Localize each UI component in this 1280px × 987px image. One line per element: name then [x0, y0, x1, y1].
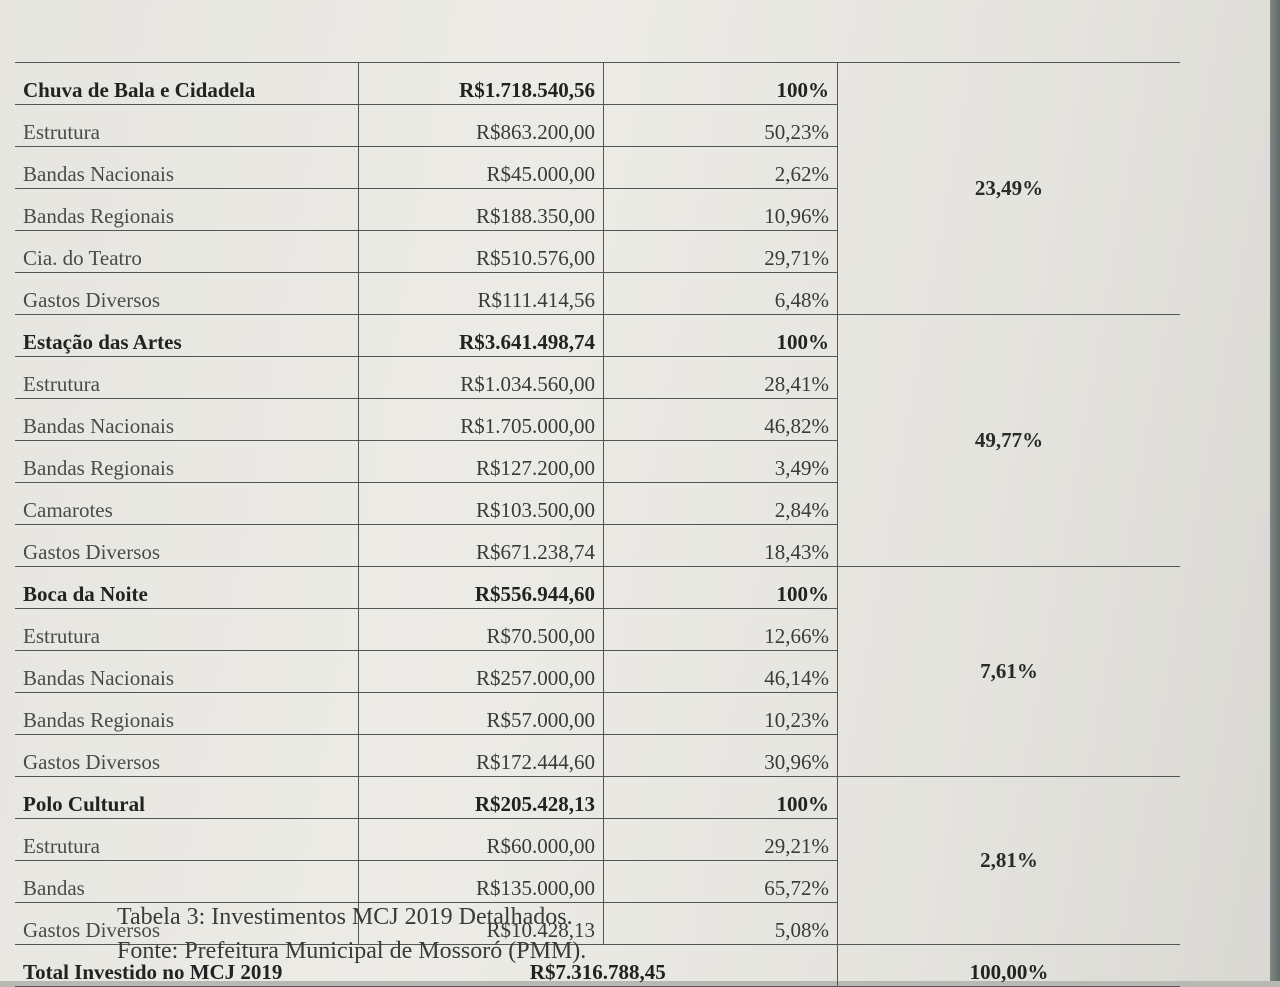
total-value: R$7.316.788,45 [358, 944, 838, 987]
group-name: Boca da Noite [15, 566, 359, 609]
item-value: R$257.000,00 [358, 650, 604, 693]
item-label: Bandas Regionais [15, 692, 359, 735]
item-percent: 28,41% [603, 356, 838, 399]
item-value: R$60.000,00 [358, 818, 604, 861]
item-percent: 10,96% [603, 188, 838, 231]
item-percent: 50,23% [603, 104, 838, 147]
item-percent: 29,21% [603, 818, 838, 861]
item-value: R$103.500,00 [358, 482, 604, 525]
item-percent: 10,23% [603, 692, 838, 735]
group-total: R$1.718.540,56 [358, 62, 604, 105]
group-total: R$556.944,60 [358, 566, 604, 609]
item-percent: 3,49% [603, 440, 838, 483]
investment-table-body: Chuva de Bala e Cidadela R$1.718.540,56 10… [15, 62, 1180, 987]
item-value: R$10.428,13 [358, 902, 604, 945]
item-percent: 46,82% [603, 398, 838, 441]
table-row: Gastos Diversos R$172.444,60 30,96% [15, 734, 1180, 777]
item-value: R$45.000,00 [358, 146, 604, 189]
table-row: Estrutura R$60.000,00 29,21% [15, 818, 1180, 861]
table-row: Gastos Diversos R$111.414,56 6,48% [15, 272, 1180, 315]
item-label: Cia. do Teatro [15, 230, 359, 273]
group-header-row: Chuva de Bala e Cidadela R$1.718.540,56 10… [15, 62, 1180, 315]
item-percent: 2,62% [603, 146, 838, 189]
item-value: R$172.444,60 [358, 734, 604, 777]
table-row: Bandas Nacionais R$1.705.000,00 46,82% [15, 398, 1180, 441]
item-label: Estrutura [15, 104, 359, 147]
item-value: R$188.350,00 [358, 188, 604, 231]
item-label: Camarotes [15, 482, 359, 525]
item-label: Bandas Nacionais [15, 398, 359, 441]
table-row: Gastos Diversos R$10.428,13 5,08% [15, 902, 1180, 945]
item-percent: 65,72% [603, 860, 838, 903]
group-header-row: Estação das Artes R$3.641.498,74 100% 49,77… [15, 314, 1180, 567]
table-row: Bandas Regionais R$127.200,00 3,49% [15, 440, 1180, 483]
item-label: Estrutura [15, 608, 359, 651]
table-caption: Tabela 3: Investimentos MCJ 2019 Detalha… [117, 900, 586, 968]
item-label: Bandas [15, 860, 359, 903]
group-total: R$205.428,13 [358, 776, 604, 819]
table-row: Estrutura R$1.034.560,00 28,41% [15, 356, 1180, 399]
item-label: Gastos Diversos [15, 902, 359, 945]
item-percent: 46,14% [603, 650, 838, 693]
table-row: Bandas Regionais R$188.350,00 10,96% [15, 188, 1180, 231]
group-percent: 100% [603, 314, 838, 357]
group-share: 7,61% [837, 566, 1180, 777]
group-name: Estação das Artes [15, 314, 359, 357]
item-percent: 30,96% [603, 734, 838, 777]
investment-table: Chuva de Bala e Cidadela R$1.718.540,56 10… [15, 62, 1180, 987]
item-value: R$111.414,56 [358, 272, 604, 315]
item-value: R$863.200,00 [358, 104, 604, 147]
item-label: Bandas Regionais [15, 188, 359, 231]
item-value: R$510.576,00 [358, 230, 604, 273]
group-percent: 100% [603, 776, 838, 819]
group-share: 23,49% [837, 62, 1180, 315]
group-percent: 100% [603, 566, 838, 609]
group-total: R$3.641.498,74 [358, 314, 604, 357]
item-label: Gastos Diversos [15, 524, 359, 567]
item-label: Gastos Diversos [15, 734, 359, 777]
caption-source: Fonte: Prefeitura Municipal de Mossoró (… [117, 938, 587, 964]
group-name: Polo Cultural [15, 776, 359, 819]
item-value: R$1.034.560,00 [358, 356, 604, 399]
item-label: Bandas Nacionais [15, 146, 359, 189]
item-label: Estrutura [15, 356, 359, 399]
item-percent: 2,84% [603, 482, 838, 525]
group-share: 2,81% [837, 776, 1180, 945]
item-value: R$671.238,74 [358, 524, 604, 567]
item-label: Bandas Regionais [15, 440, 359, 483]
table-row: Estrutura R$863.200,00 50,23% [15, 104, 1180, 147]
item-percent: 6,48% [603, 272, 838, 315]
table-row: Bandas Regionais R$57.000,00 10,23% [15, 692, 1180, 735]
item-label: Estrutura [15, 818, 359, 861]
group-percent: 100% [603, 62, 838, 105]
item-percent: 5,08% [603, 902, 838, 945]
table-row: Cia. do Teatro R$510.576,00 29,71% [15, 230, 1180, 273]
item-value: R$127.200,00 [358, 440, 604, 483]
item-percent: 12,66% [603, 608, 838, 651]
table-row: Estrutura R$70.500,00 12,66% [15, 608, 1180, 651]
table-row: Bandas R$135.000,00 65,72% [15, 860, 1180, 903]
item-percent: 29,71% [603, 230, 838, 273]
group-share: 49,77% [837, 314, 1180, 567]
table-row: Bandas Nacionais R$45.000,00 2,62% [15, 146, 1180, 189]
group-name: Chuva de Bala e Cidadela [15, 62, 359, 105]
item-value: R$57.000,00 [358, 692, 604, 735]
table-row: Camarotes R$103.500,00 2,84% [15, 482, 1180, 525]
total-share: 100,00% [837, 944, 1180, 987]
total-label: Total Investido no MCJ 2019 [15, 944, 359, 987]
table-row: Bandas Nacionais R$257.000,00 46,14% [15, 650, 1180, 693]
item-value: R$1.705.000,00 [358, 398, 604, 441]
group-header-row: Boca da Noite R$556.944,60 100% 7,61% [15, 566, 1180, 777]
page-edge [1270, 0, 1280, 981]
caption-title: Tabela 3: Investimentos MCJ 2019 Detalha… [117, 904, 573, 930]
item-label: Gastos Diversos [15, 272, 359, 315]
item-value: R$135.000,00 [358, 860, 604, 903]
item-label: Bandas Nacionais [15, 650, 359, 693]
table-row: Gastos Diversos R$671.238,74 18,43% [15, 524, 1180, 567]
item-value: R$70.500,00 [358, 608, 604, 651]
total-row: Total Investido no MCJ 2019 R$7.316.788,4… [15, 944, 1180, 987]
group-header-row: Polo Cultural R$205.428,13 100% 2,81% [15, 776, 1180, 945]
item-percent: 18,43% [603, 524, 838, 567]
